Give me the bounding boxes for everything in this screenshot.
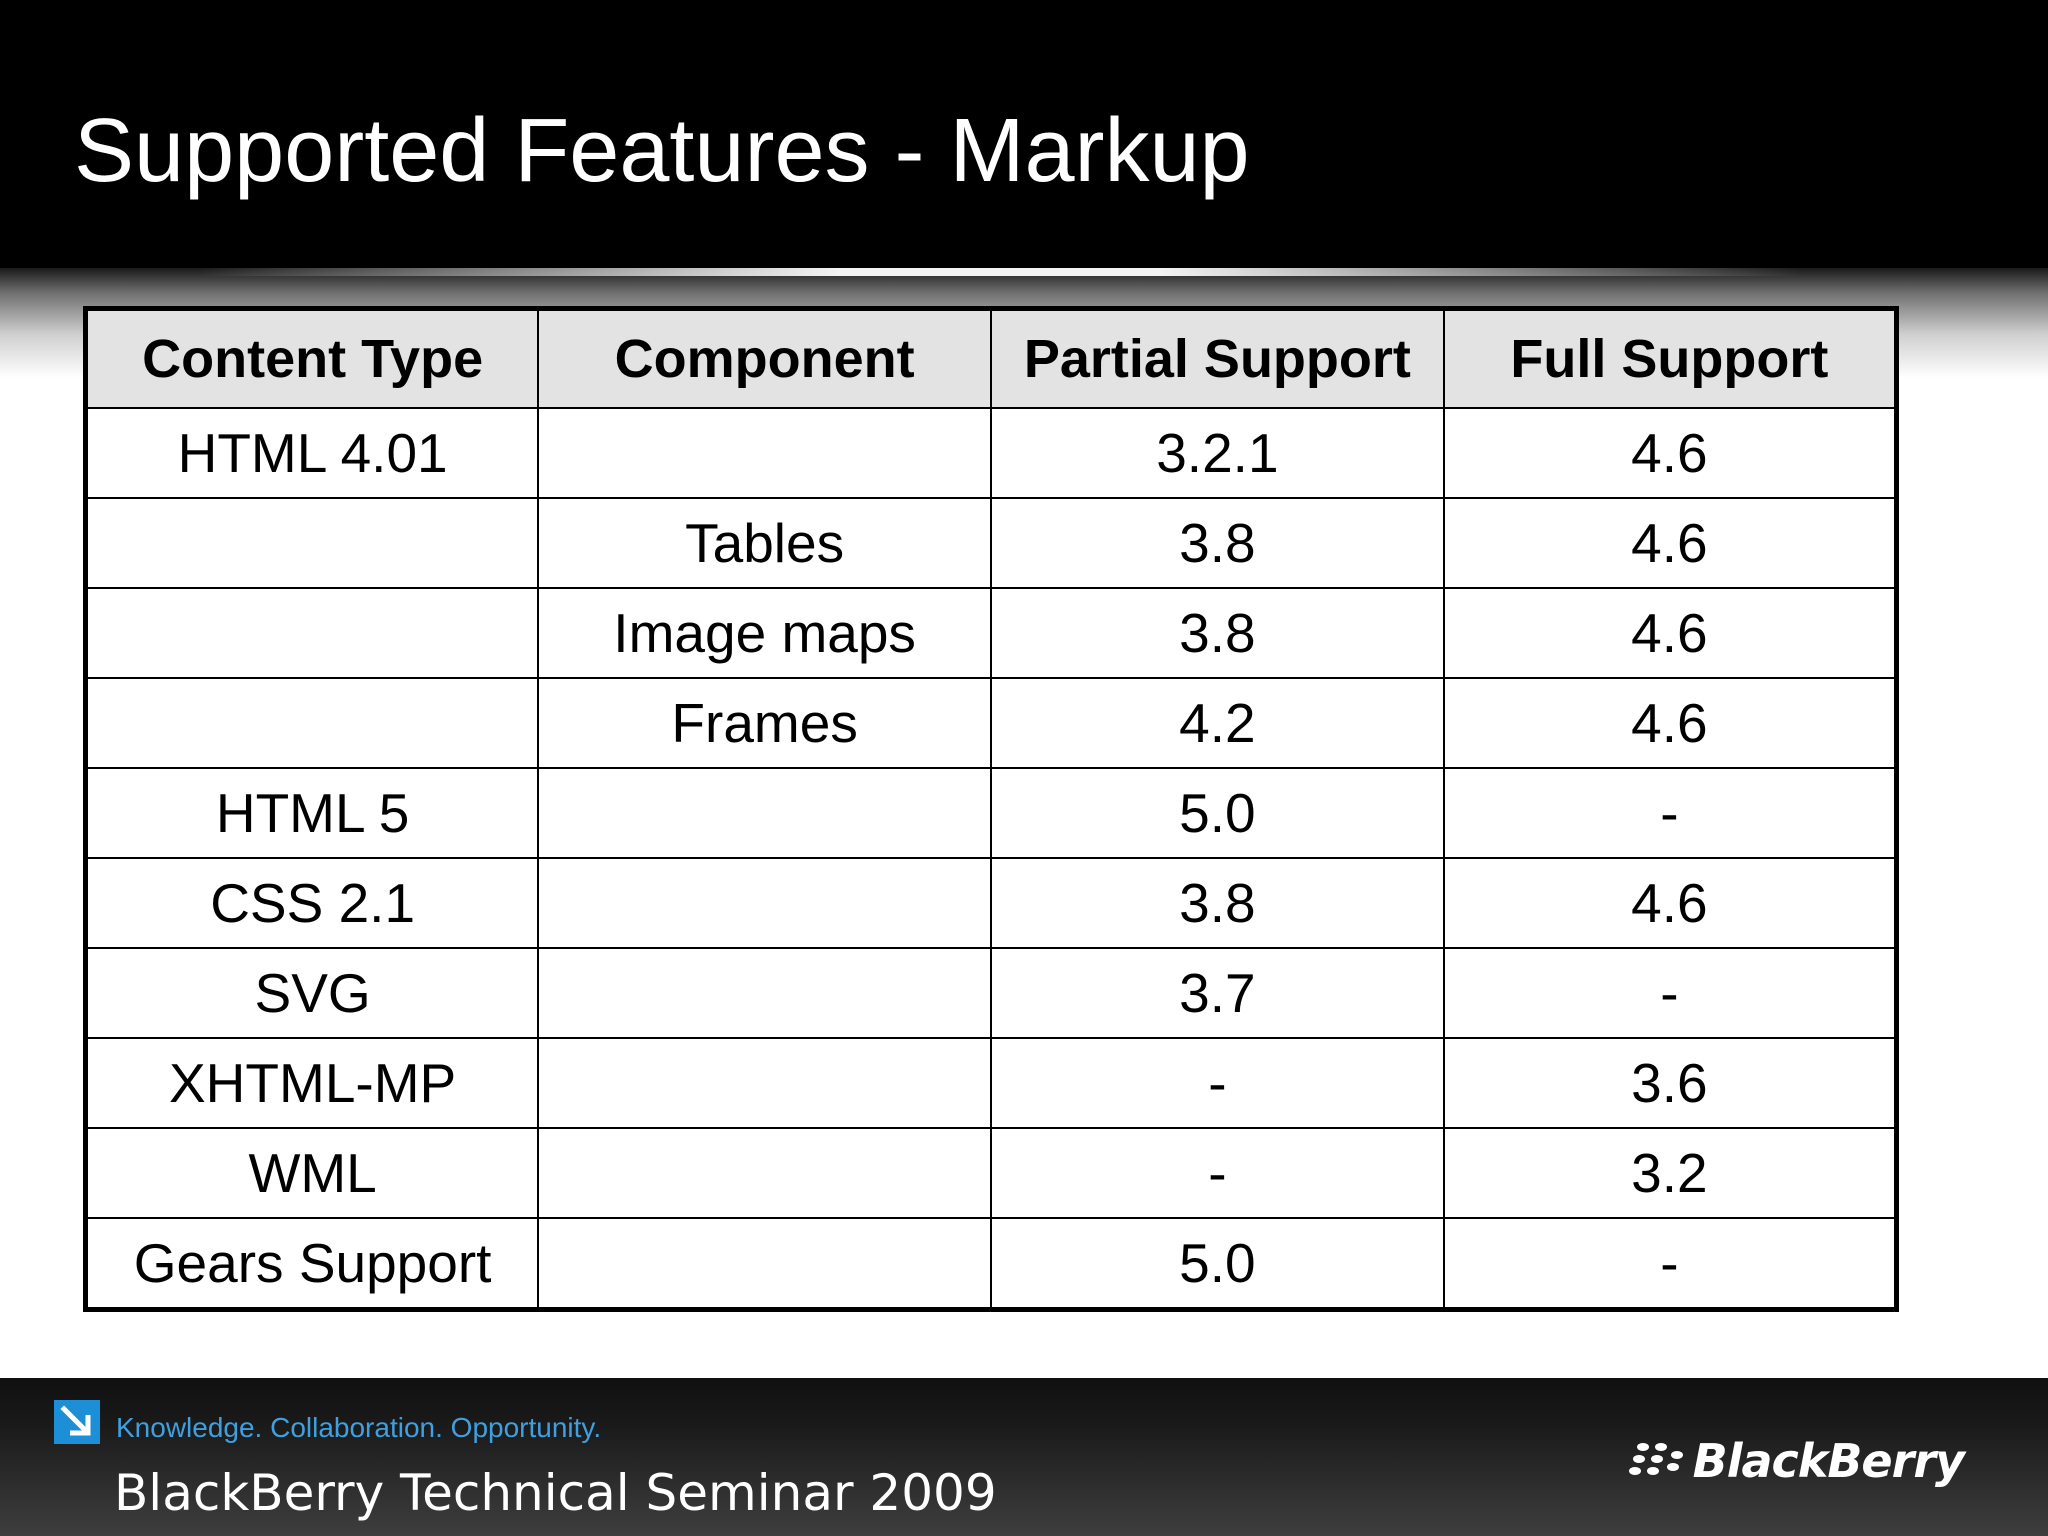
features-table-container: Content Type Component Partial Support F… <box>83 306 1899 1312</box>
cell-component <box>537 857 992 949</box>
cell-component: Frames <box>537 677 992 769</box>
cell-component <box>537 947 992 1039</box>
footer-bar: Knowledge. Collaboration. Opportunity. B… <box>0 1378 2048 1536</box>
arrow-down-right-icon <box>54 1400 100 1444</box>
cell-content-type <box>84 587 540 679</box>
brand-logo: BlackBerry <box>1628 1434 1965 1488</box>
blackberry-logo-icon <box>1628 1443 1683 1475</box>
cell-partial-support: 5.0 <box>990 1217 1445 1311</box>
cell-content-type <box>84 677 540 769</box>
header-full-support: Full Support <box>1442 307 1898 409</box>
cell-full-support: 3.6 <box>1442 1037 1898 1129</box>
cell-partial-support: 4.2 <box>990 677 1445 769</box>
cell-partial-support: 3.8 <box>990 497 1445 589</box>
table-row: XHTML-MP - 3.6 <box>84 1037 1898 1129</box>
table-row: Frames 4.2 4.6 <box>84 677 1898 769</box>
cell-full-support: 4.6 <box>1442 497 1898 589</box>
cell-component: Image maps <box>537 587 992 679</box>
cell-content-type <box>84 497 540 589</box>
cell-partial-support: 3.2.1 <box>990 407 1445 499</box>
cell-content-type: HTML 5 <box>84 767 540 859</box>
cell-full-support: 4.6 <box>1442 587 1898 679</box>
cell-partial-support: - <box>990 1037 1445 1129</box>
cell-component <box>537 1127 992 1219</box>
cell-component <box>537 407 992 499</box>
cell-full-support: 4.6 <box>1442 407 1898 499</box>
slide-title: Supported Features - Markup <box>74 101 1250 201</box>
table-row: CSS 2.1 3.8 4.6 <box>84 857 1898 949</box>
cell-component: Tables <box>537 497 992 589</box>
header-component: Component <box>537 307 992 409</box>
table-row: HTML 5 5.0 - <box>84 767 1898 859</box>
cell-component <box>537 767 992 859</box>
cell-component <box>537 1037 992 1129</box>
cell-full-support: - <box>1442 947 1898 1039</box>
cell-full-support: 4.6 <box>1442 857 1898 949</box>
cell-full-support: 3.2 <box>1442 1127 1898 1219</box>
table-row: Image maps 3.8 4.6 <box>84 587 1898 679</box>
cell-full-support: 4.6 <box>1442 677 1898 769</box>
cell-partial-support: 3.8 <box>990 587 1445 679</box>
cell-partial-support: - <box>990 1127 1445 1219</box>
brand-name: BlackBerry <box>1692 1434 1965 1488</box>
cell-component <box>537 1217 992 1311</box>
cell-full-support: - <box>1442 767 1898 859</box>
cell-content-type: XHTML-MP <box>84 1037 540 1129</box>
cell-content-type: CSS 2.1 <box>84 857 540 949</box>
cell-content-type: Gears Support <box>84 1217 540 1311</box>
cell-partial-support: 3.8 <box>990 857 1445 949</box>
table-row: WML - 3.2 <box>84 1127 1898 1219</box>
table-row: HTML 4.01 3.2.1 4.6 <box>84 407 1898 499</box>
table-row: SVG 3.7 - <box>84 947 1898 1039</box>
table-header-row: Content Type Component Partial Support F… <box>84 307 1898 409</box>
footer-event-title: BlackBerry Technical Seminar 2009 <box>114 1464 997 1522</box>
header-content-type: Content Type <box>84 307 540 409</box>
cell-content-type: SVG <box>84 947 540 1039</box>
cell-content-type: HTML 4.01 <box>84 407 540 499</box>
cell-partial-support: 3.7 <box>990 947 1445 1039</box>
footer-tagline: Knowledge. Collaboration. Opportunity. <box>116 1412 602 1443</box>
features-table: Content Type Component Partial Support F… <box>83 306 1899 1312</box>
cell-full-support: - <box>1442 1217 1898 1311</box>
table-row: Tables 3.8 4.6 <box>84 497 1898 589</box>
table-row: Gears Support 5.0 - <box>84 1217 1898 1311</box>
header-partial-support: Partial Support <box>990 307 1445 409</box>
cell-partial-support: 5.0 <box>990 767 1445 859</box>
header-bar <box>0 0 2048 272</box>
cell-content-type: WML <box>84 1127 540 1219</box>
